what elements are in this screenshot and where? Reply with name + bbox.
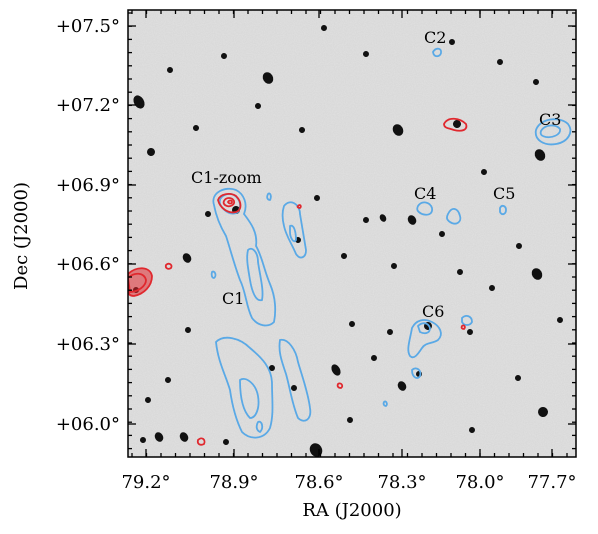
star [205,211,211,217]
dec-tick-label: +07.5° [56,16,120,37]
ra-tick-label: 78.0° [455,472,504,493]
ra-tick-label: 78.3° [377,472,426,493]
star [221,53,227,59]
star [321,25,327,31]
star [497,59,503,65]
star [193,125,199,131]
star [140,437,146,443]
star [557,317,563,323]
optical-image [128,10,576,457]
star [392,124,404,136]
star [407,215,417,225]
star [167,67,173,73]
star [481,169,487,175]
star [182,253,192,263]
star [516,243,522,249]
star [165,377,171,383]
ra-tick-label: 77.7° [527,472,576,493]
star [314,195,320,201]
ra-tick-label: 79.2° [121,472,170,493]
star [371,355,377,361]
plot-frame [127,9,577,458]
star [453,120,461,128]
star [179,432,189,442]
star [534,149,546,161]
source-label-c6: C6 [422,302,444,321]
star [515,375,521,381]
source-labels: C2 C3 C1-zoom C4 C5 C1 C6 [191,28,561,321]
star [133,95,145,109]
star [255,103,261,109]
dec-tick-label: +06.3° [56,334,120,355]
star [185,327,191,333]
star [531,268,543,280]
star [379,214,387,222]
source-label-c5: C5 [493,184,515,203]
star [457,269,463,275]
star [533,79,539,86]
dec-tick-label: +07.2° [56,95,120,116]
star [489,285,495,291]
x-axis-title: RA (J2000) [302,500,401,521]
star [269,365,275,371]
star [223,439,229,445]
star [387,329,393,335]
star [391,263,397,269]
star [467,329,473,335]
star [439,231,445,237]
star [347,417,353,423]
star [291,385,297,391]
star [349,321,355,327]
star [331,364,341,376]
star [469,427,475,433]
star [299,127,305,133]
y-axis-title: Dec (J2000) [11,182,32,290]
red-contours [128,117,468,446]
star [538,407,548,417]
star [145,397,151,403]
source-label-c1-zoom: C1-zoom [191,168,262,187]
ra-tick-label: 78.9° [209,472,258,493]
source-label-c4: C4 [414,184,436,203]
dec-tick-label: +06.9° [56,175,120,196]
axis-ticks [128,10,576,457]
source-label-c1: C1 [222,289,244,308]
source-label-c3: C3 [539,110,561,129]
star [341,253,347,259]
star [262,72,274,84]
dec-tick-label: +06.6° [56,254,120,275]
star [449,39,455,45]
dec-tick-labels: +07.5° +07.2° +06.9° +06.6° +06.3° +06.0… [56,16,120,435]
star [154,432,164,442]
star [147,148,155,156]
ra-tick-labels: 79.2° 78.9° 78.6° 78.3° 78.0° 77.7° [121,472,576,493]
ra-tick-label: 78.6° [294,472,343,493]
star [363,217,369,223]
star [397,381,407,391]
star-field [133,25,563,457]
source-label-c2: C2 [424,28,446,47]
star [363,51,369,57]
dec-tick-label: +06.0° [56,414,120,435]
